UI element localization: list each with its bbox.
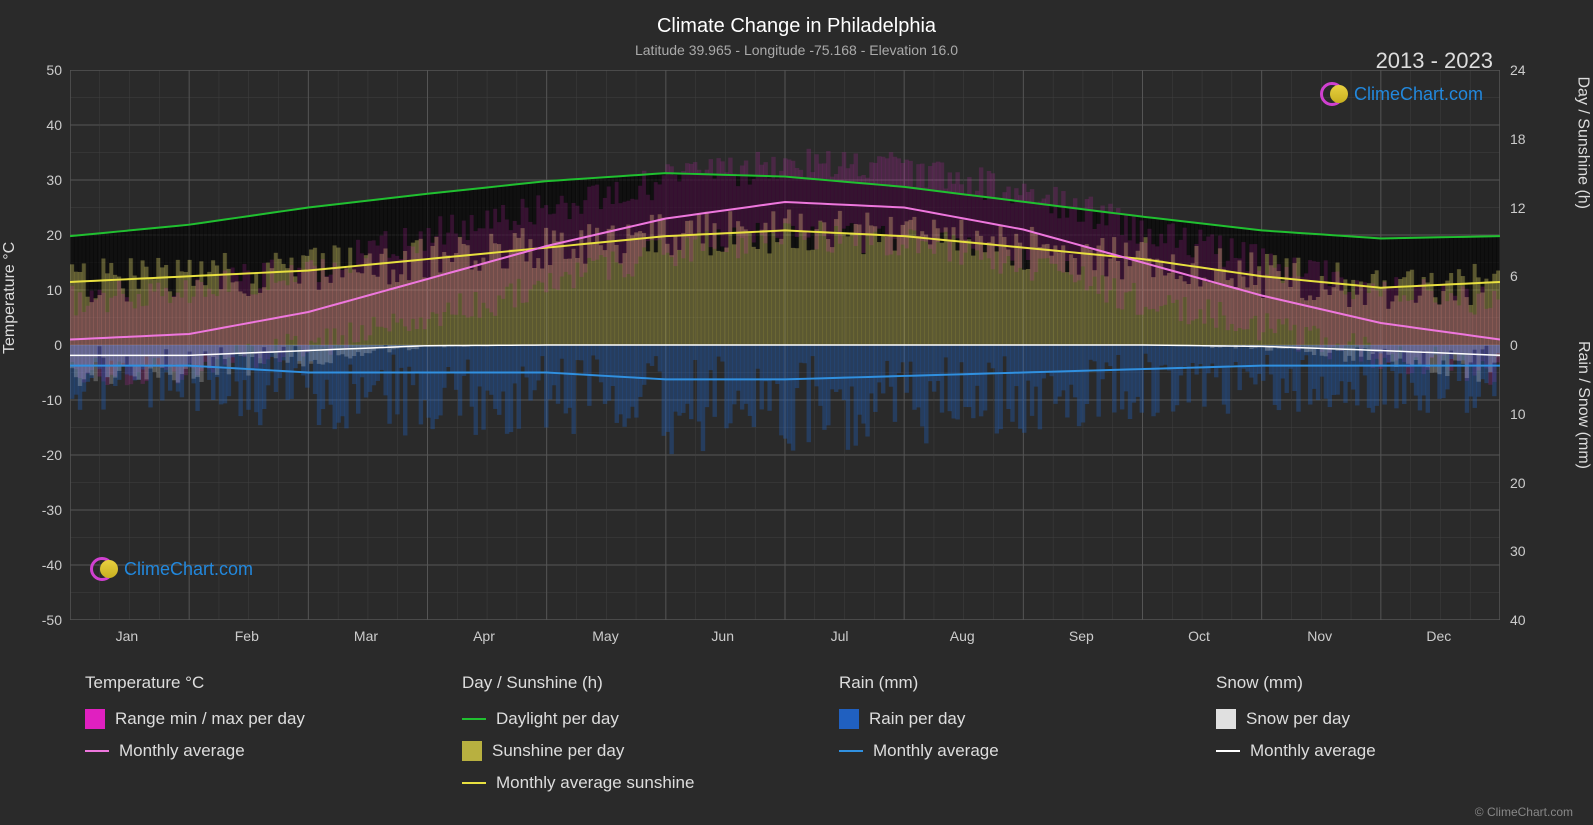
x-tick: Jun	[711, 628, 734, 644]
legend-item: Snow per day	[1216, 709, 1533, 729]
legend-item: Rain per day	[839, 709, 1156, 729]
brand-logo-bottom: ClimeChart.com	[90, 555, 253, 583]
legend-header: Temperature °C	[85, 673, 402, 693]
legend-label: Monthly average sunshine	[496, 773, 694, 793]
legend-label: Monthly average	[1250, 741, 1376, 761]
x-tick: Feb	[235, 628, 259, 644]
left-tick: -30	[42, 502, 62, 518]
swatch-icon	[462, 741, 482, 761]
x-tick: Jul	[831, 628, 849, 644]
right-top-tick: 6	[1510, 268, 1518, 284]
swatch-icon	[1216, 709, 1236, 729]
y-axis-right-top-label: Day / Sunshine (h)	[1574, 76, 1592, 209]
x-tick: Jan	[116, 628, 139, 644]
legend-group: Rain (mm) Rain per day Monthly average	[839, 673, 1156, 805]
legend-label: Sunshine per day	[492, 741, 624, 761]
chart-svg	[70, 70, 1500, 620]
legend-header: Day / Sunshine (h)	[462, 673, 779, 693]
legend-label: Monthly average	[119, 741, 245, 761]
legend-group: Temperature °C Range min / max per day Mon…	[85, 673, 402, 805]
legend-item: Sunshine per day	[462, 741, 779, 761]
left-tick: 50	[46, 62, 62, 78]
line-icon	[1216, 750, 1240, 752]
left-tick: -50	[42, 612, 62, 628]
left-tick: 20	[46, 227, 62, 243]
brand-logo-top: ClimeChart.com	[1320, 80, 1483, 108]
right-bottom-tick: 40	[1510, 612, 1526, 628]
left-tick: 40	[46, 117, 62, 133]
legend-label: Range min / max per day	[115, 709, 305, 729]
legend-header: Snow (mm)	[1216, 673, 1533, 693]
legend-label: Rain per day	[869, 709, 965, 729]
x-tick: May	[592, 628, 618, 644]
right-top-tick: 24	[1510, 62, 1526, 78]
legend-item: Monthly average sunshine	[462, 773, 779, 793]
legend-item: Monthly average	[85, 741, 402, 761]
left-tick: -10	[42, 392, 62, 408]
legend-item: Monthly average	[1216, 741, 1533, 761]
y-axis-left-label: Temperature °C	[1, 242, 19, 354]
legend-item: Range min / max per day	[85, 709, 402, 729]
right-bottom-tick: 20	[1510, 475, 1526, 491]
right-top-tick: 0	[1510, 337, 1518, 353]
y-axis-right-bottom-label: Rain / Snow (mm)	[1574, 341, 1592, 469]
left-tick: -40	[42, 557, 62, 573]
x-tick: Apr	[473, 628, 495, 644]
right-bottom-tick: 30	[1510, 543, 1526, 559]
x-tick: Dec	[1426, 628, 1451, 644]
legend-label: Monthly average	[873, 741, 999, 761]
x-tick: Aug	[950, 628, 975, 644]
legend-header: Rain (mm)	[839, 673, 1156, 693]
brand-icon	[90, 555, 118, 583]
right-bottom-tick: 10	[1510, 406, 1526, 422]
copyright: © ClimeChart.com	[1475, 805, 1573, 819]
line-icon	[462, 782, 486, 784]
line-icon	[839, 750, 863, 752]
x-tick: Oct	[1188, 628, 1210, 644]
left-tick: 30	[46, 172, 62, 188]
legend: Temperature °C Range min / max per day Mon…	[85, 673, 1533, 805]
x-tick: Sep	[1069, 628, 1094, 644]
legend-group: Snow (mm) Snow per day Monthly average	[1216, 673, 1533, 805]
brand-text: ClimeChart.com	[1354, 84, 1483, 105]
left-tick: 10	[46, 282, 62, 298]
legend-label: Snow per day	[1246, 709, 1350, 729]
right-top-tick: 18	[1510, 131, 1526, 147]
left-tick: -20	[42, 447, 62, 463]
chart-title: Climate Change in Philadelphia	[0, 15, 1593, 38]
chart-plot-area	[70, 70, 1500, 620]
legend-label: Daylight per day	[496, 709, 619, 729]
brand-icon	[1320, 80, 1348, 108]
right-top-tick: 12	[1510, 200, 1526, 216]
left-tick: 0	[54, 337, 62, 353]
chart-subtitle: Latitude 39.965 - Longitude -75.168 - El…	[0, 42, 1593, 58]
swatch-icon	[839, 709, 859, 729]
swatch-icon	[85, 709, 105, 729]
x-tick: Nov	[1307, 628, 1332, 644]
line-icon	[85, 750, 109, 752]
line-icon	[462, 718, 486, 720]
legend-group: Day / Sunshine (h) Daylight per day Sunshi…	[462, 673, 779, 805]
legend-item: Daylight per day	[462, 709, 779, 729]
legend-item: Monthly average	[839, 741, 1156, 761]
x-tick: Mar	[354, 628, 378, 644]
brand-text: ClimeChart.com	[124, 559, 253, 580]
